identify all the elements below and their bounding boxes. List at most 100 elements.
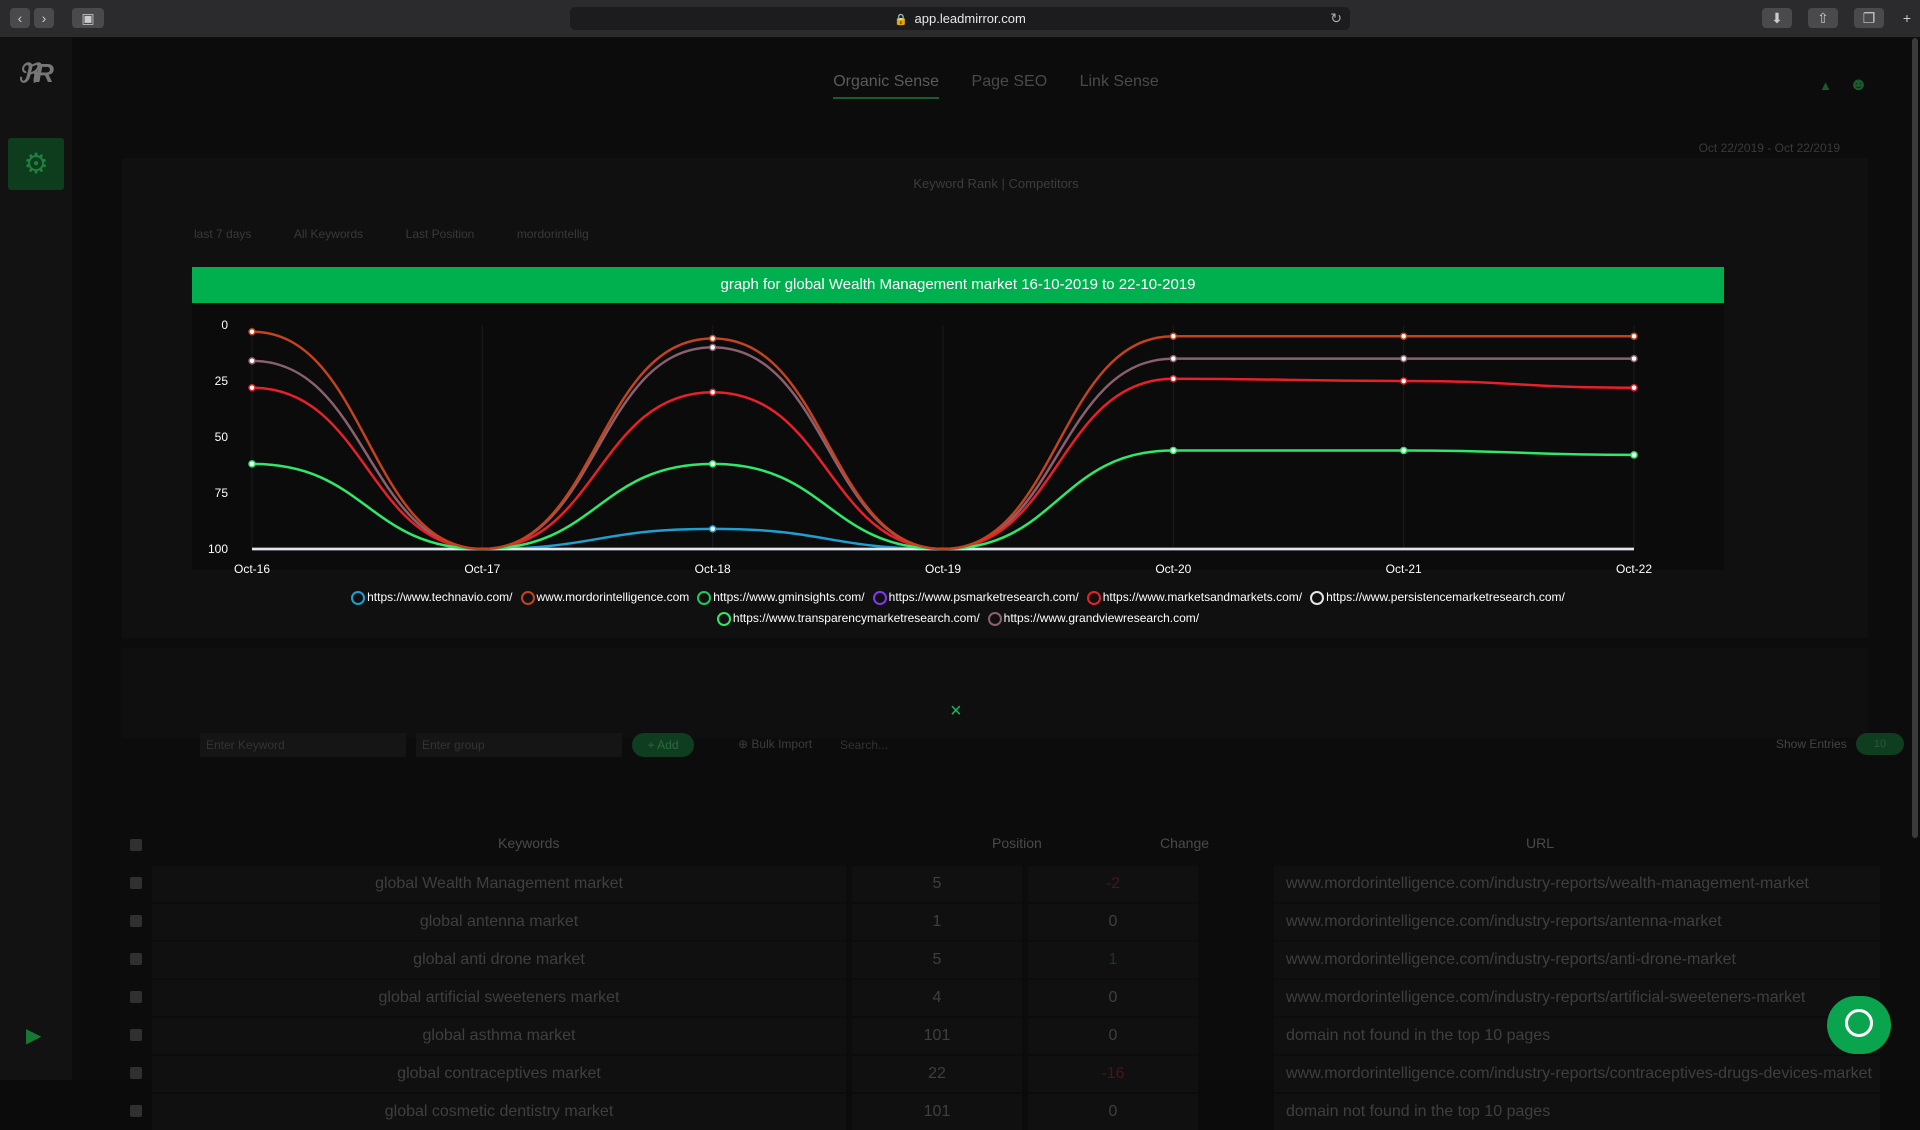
row-checkbox[interactable]: [130, 877, 142, 889]
data-point[interactable]: [248, 357, 256, 365]
url-cell[interactable]: domain not found in the top 10 pages: [1274, 1018, 1880, 1054]
play-icon[interactable]: ▶: [26, 1025, 42, 1047]
data-point[interactable]: [1630, 332, 1638, 340]
url-cell[interactable]: www.mordorintelligence.com/industry-repo…: [1274, 904, 1880, 940]
user-icon[interactable]: ☻: [1849, 74, 1868, 94]
header-change[interactable]: Change: [1160, 835, 1210, 851]
url-cell[interactable]: www.mordorintelligence.com/industry-repo…: [1274, 942, 1880, 978]
table-row[interactable]: global anti drone market 5 1 www.mordori…: [122, 942, 1880, 978]
url-cell[interactable]: domain not found in the top 10 pages: [1274, 1094, 1880, 1130]
data-point[interactable]: [1169, 375, 1178, 383]
legend-item[interactable]: https://www.persistencemarketresearch.co…: [1310, 590, 1565, 605]
legend-swatch: [872, 590, 887, 605]
header-checkbox[interactable]: [130, 839, 142, 851]
graph-modal: [192, 267, 1724, 570]
position-cell: 5: [852, 866, 1022, 902]
position-cell: 101: [852, 1018, 1022, 1054]
row-checkbox[interactable]: [130, 1105, 142, 1117]
data-point[interactable]: [1399, 354, 1408, 363]
filter-domain[interactable]: mordorintellig: [516, 227, 589, 241]
lock-icon: 🔒: [894, 14, 908, 26]
tab-link-sense[interactable]: Link Sense: [1079, 73, 1159, 90]
new-tab-button[interactable]: +: [1902, 10, 1912, 26]
data-point[interactable]: [1399, 332, 1408, 340]
header-position[interactable]: Position: [992, 835, 1042, 851]
data-point[interactable]: [708, 388, 717, 396]
subtab-competitors[interactable]: Competitors: [1008, 176, 1079, 191]
share-button[interactable]: ⇧: [1808, 8, 1838, 28]
filter-period[interactable]: last 7 days: [194, 227, 252, 241]
data-point[interactable]: [1169, 446, 1178, 455]
data-point[interactable]: [1630, 451, 1638, 459]
keyword-input[interactable]: Enter Keyword: [200, 733, 406, 757]
y-tick-label: 100: [208, 542, 228, 556]
keyword-cell: global antenna market: [152, 904, 846, 940]
chat-button[interactable]: [1827, 996, 1891, 1054]
row-checkbox[interactable]: [130, 991, 142, 1003]
position-cell: 1: [852, 904, 1022, 940]
data-point[interactable]: [248, 460, 256, 468]
data-point[interactable]: [708, 343, 717, 352]
keyword-cell: global contraceptives market: [152, 1056, 846, 1092]
entries-select[interactable]: 10: [1856, 733, 1904, 755]
row-checkbox[interactable]: [130, 915, 142, 927]
table-row[interactable]: global artificial sweeteners market 4 0 …: [122, 980, 1880, 1016]
legend-item[interactable]: https://www.psmarketresearch.com/: [872, 590, 1079, 605]
legend-label: https://www.transparencymarketresearch.c…: [732, 610, 980, 625]
close-icon[interactable]: ×: [950, 700, 962, 722]
organic-sense-nav-button[interactable]: ⚙: [8, 138, 64, 190]
bulk-import-button[interactable]: ⊕ Bulk Import: [738, 737, 813, 751]
legend-item[interactable]: https://www.grandviewresearch.com/: [987, 610, 1200, 626]
row-checkbox[interactable]: [130, 953, 142, 965]
legend-item[interactable]: https://www.gminsights.com/: [697, 590, 865, 605]
row-checkbox[interactable]: [130, 1067, 142, 1079]
table-search-input[interactable]: Search...: [840, 738, 889, 752]
header-keywords[interactable]: Keywords: [498, 835, 560, 851]
data-point[interactable]: [1169, 354, 1178, 363]
data-point[interactable]: [708, 334, 717, 343]
data-point[interactable]: [1630, 354, 1638, 363]
data-point[interactable]: [1169, 332, 1178, 340]
data-point[interactable]: [708, 460, 717, 468]
table-row[interactable]: global contraceptives market 22 -16 www.…: [122, 1056, 1880, 1092]
url-cell[interactable]: www.mordorintelligence.com/industry-repo…: [1274, 1056, 1880, 1092]
back-button[interactable]: ‹: [10, 8, 30, 28]
legend-item[interactable]: https://www.transparencymarketresearch.c…: [716, 610, 980, 626]
url-cell[interactable]: www.mordorintelligence.com/industry-repo…: [1274, 980, 1880, 1016]
bell-icon[interactable]: ▲: [1819, 78, 1832, 93]
filter-bar: last 7 days All Keywords Last Position m…: [194, 225, 627, 243]
table-row[interactable]: global Wealth Management market 5 -2 www…: [122, 866, 1880, 902]
data-point[interactable]: [708, 525, 717, 533]
tabs-button[interactable]: ❐: [1854, 8, 1884, 28]
position-cell: 4: [852, 980, 1022, 1016]
table-row[interactable]: global cosmetic dentistry market 101 0 d…: [122, 1094, 1880, 1130]
filter-position[interactable]: Last Position: [405, 227, 475, 241]
legend-item[interactable]: https://www.technavio.com/: [351, 590, 513, 605]
legend-item[interactable]: www.mordorintelligence.com: [520, 590, 689, 605]
page-scrollbar[interactable]: [1912, 38, 1918, 838]
group-input[interactable]: Enter group: [416, 733, 622, 757]
table-row[interactable]: global antenna market 1 0 www.mordorinte…: [122, 904, 1880, 940]
data-point[interactable]: [1630, 383, 1638, 392]
data-point[interactable]: [1399, 377, 1408, 385]
row-checkbox[interactable]: [130, 1029, 142, 1041]
reload-icon[interactable]: ↻: [1330, 10, 1342, 26]
data-point[interactable]: [1399, 446, 1408, 455]
filter-keywords[interactable]: All Keywords: [293, 227, 364, 241]
address-bar[interactable]: 🔒 app.leadmirror.com ↻: [570, 7, 1350, 30]
sidebar-toggle-button[interactable]: ▣: [72, 8, 104, 28]
table-row[interactable]: global asthma market 101 0 domain not fo…: [122, 1018, 1880, 1054]
legend-item[interactable]: https://www.marketsandmarkets.com/: [1086, 590, 1302, 605]
data-point[interactable]: [248, 327, 256, 336]
tab-organic-sense[interactable]: Organic Sense: [833, 73, 940, 99]
date-range[interactable]: Oct 22/2019 - Oct 22/2019: [1698, 141, 1840, 155]
gear-icon: ⚙: [23, 148, 49, 179]
downloads-button[interactable]: ⬇: [1762, 8, 1792, 28]
forward-button[interactable]: ›: [34, 8, 54, 28]
tab-page-seo[interactable]: Page SEO: [971, 73, 1048, 90]
data-point[interactable]: [248, 383, 256, 392]
legend-label: https://www.grandviewresearch.com/: [1003, 610, 1200, 625]
url-cell[interactable]: www.mordorintelligence.com/industry-repo…: [1274, 866, 1880, 902]
add-button[interactable]: + Add: [632, 733, 694, 757]
subtab-keyword-rank[interactable]: Keyword Rank: [913, 176, 998, 191]
